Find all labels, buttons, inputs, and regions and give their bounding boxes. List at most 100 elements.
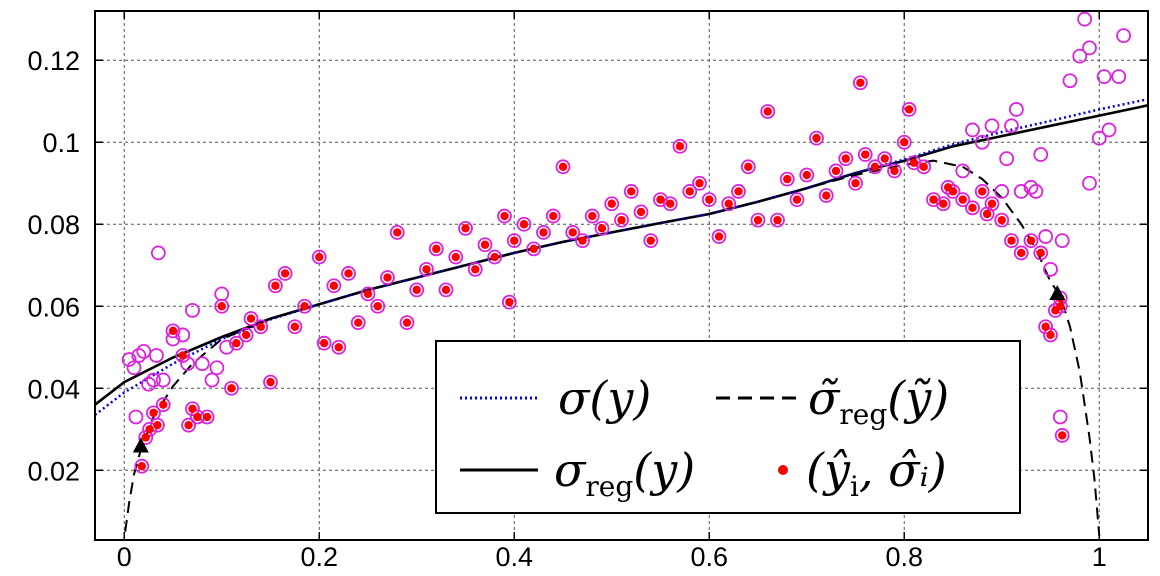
open-circle-point — [940, 179, 956, 195]
filled-point — [412, 285, 421, 295]
y-tick-label: 0.02 — [27, 456, 80, 486]
filled-point — [656, 195, 665, 204]
open-circle-point — [1033, 245, 1049, 261]
filled-point — [149, 408, 158, 418]
filled-point — [831, 166, 841, 176]
legend-sigma-reg-label: σreg(y) — [554, 443, 695, 503]
filled-point — [271, 281, 280, 290]
y-tick-label: 0.06 — [27, 292, 80, 322]
open-circle-point — [965, 200, 980, 216]
open-circle-point — [994, 212, 1010, 228]
filled-point — [334, 343, 343, 352]
open-circle-point — [1038, 319, 1054, 335]
filled-point — [792, 195, 802, 204]
open-circle-point — [1033, 147, 1049, 162]
open-circle-point — [380, 270, 395, 285]
open-circle-point — [1052, 409, 1068, 425]
open-circle-point — [389, 225, 405, 240]
filled-point — [568, 228, 577, 237]
filled-point — [1056, 302, 1065, 311]
filled-point — [841, 154, 850, 163]
open-circle-point — [326, 278, 342, 294]
filled-point — [184, 420, 193, 430]
open-circle-point — [146, 372, 161, 388]
legend-sigma-tilde-tail: (ỹ) — [887, 371, 949, 425]
open-circle-point — [360, 286, 376, 302]
open-circle-point — [341, 266, 356, 281]
filled-point — [617, 215, 626, 225]
open-circle-point — [209, 360, 225, 376]
legend-sigma-reg-tail: (y) — [633, 443, 695, 497]
open-circle-point — [1111, 69, 1127, 85]
open-circle-point — [779, 171, 795, 187]
open-circle-point — [165, 323, 181, 339]
filled-point — [978, 187, 987, 196]
filled-point — [329, 281, 339, 290]
open-circle-point — [438, 282, 454, 298]
filled-point — [168, 326, 178, 336]
open-circle-point — [867, 159, 883, 175]
filled-point — [315, 252, 324, 262]
filled-point — [422, 265, 431, 274]
x-tick-label: 0.8 — [885, 542, 923, 572]
open-circle-point — [128, 409, 144, 425]
open-circle-point — [1054, 428, 1070, 443]
filled-point — [812, 133, 821, 143]
open-circle-point — [536, 225, 551, 240]
filled-point — [744, 162, 753, 172]
open-circle-point — [150, 245, 166, 261]
open-circle-point — [643, 233, 659, 249]
legend-box — [435, 340, 1021, 514]
legend-sigma-reg-tilde-label: σ̃reg(ỹ) — [808, 371, 949, 431]
open-circle-point — [740, 159, 756, 175]
filled-point — [890, 166, 899, 176]
legend-sigma-label: σ(y) — [558, 371, 651, 425]
filled-point — [188, 404, 197, 413]
filled-point — [705, 195, 714, 204]
open-circle-point — [809, 130, 824, 146]
open-circle-point — [848, 175, 863, 191]
filled-point — [880, 154, 889, 163]
open-circle-point — [984, 196, 1000, 212]
open-circle-point — [155, 397, 171, 413]
filled-point — [861, 150, 870, 159]
filled-point — [982, 209, 992, 219]
open-circle-point — [1004, 118, 1019, 134]
open-circle-point — [828, 163, 844, 179]
filled-point — [344, 269, 353, 278]
legend-point-tail: , σ̂ᵢ) — [859, 443, 947, 497]
open-circle-point — [965, 122, 980, 138]
filled-point — [290, 322, 300, 331]
open-circle-point — [614, 212, 629, 228]
open-circle-point — [155, 372, 171, 388]
open-circle-point — [141, 376, 157, 392]
filled-point — [1036, 248, 1045, 258]
filled-point — [1041, 322, 1050, 331]
filled-point — [153, 420, 162, 430]
filled-point — [856, 78, 865, 87]
filled-point — [997, 215, 1006, 225]
open-circle-point — [999, 151, 1015, 167]
open-circle-point — [799, 167, 815, 183]
legend-point-head: (ŷ — [806, 443, 851, 497]
open-circle-point — [409, 282, 425, 298]
series-line-dashed — [124, 159, 1101, 536]
open-circle-point — [750, 212, 766, 228]
open-circle-point — [277, 266, 293, 281]
filled-point — [666, 199, 675, 208]
filled-point — [588, 211, 597, 221]
open-circle-point — [906, 155, 922, 171]
open-circle-point — [185, 302, 200, 318]
y-tick-label: 0.04 — [27, 374, 80, 404]
open-circle-point — [1047, 302, 1063, 318]
open-circle-point — [1096, 69, 1112, 85]
filled-point — [159, 400, 168, 409]
open-circle-point — [555, 159, 571, 175]
open-circle-point — [818, 188, 834, 203]
open-circle-point — [584, 208, 600, 224]
filled-point — [451, 252, 460, 262]
y-tick-label: 0.12 — [27, 46, 80, 76]
filled-point — [319, 338, 329, 348]
filled-point — [193, 412, 202, 422]
legend-sigma-text: σ(y) — [558, 371, 651, 425]
